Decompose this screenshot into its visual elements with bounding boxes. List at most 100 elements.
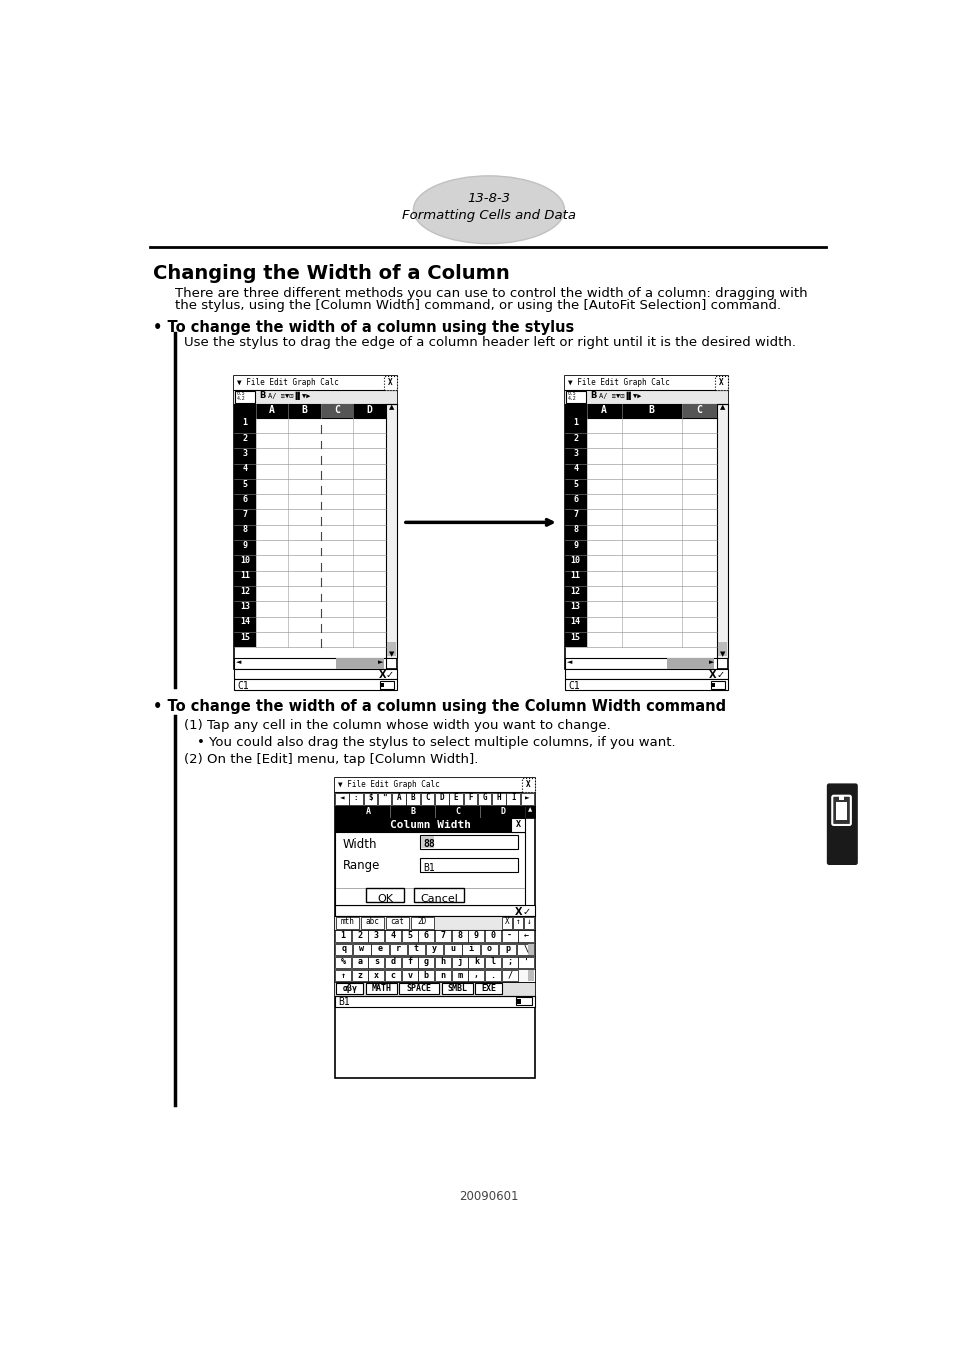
- Text: 1: 1: [242, 418, 247, 428]
- Text: X: X: [708, 670, 716, 680]
- Bar: [715, 377, 727, 390]
- Bar: [525, 806, 534, 818]
- Text: C: C: [696, 405, 701, 414]
- Text: 13: 13: [570, 602, 580, 612]
- Bar: [401, 957, 417, 968]
- FancyBboxPatch shape: [826, 783, 857, 865]
- Bar: [368, 957, 384, 968]
- Bar: [363, 792, 376, 805]
- Text: 13-8-3: 13-8-3: [467, 193, 510, 205]
- Bar: [498, 944, 516, 954]
- Bar: [335, 778, 534, 792]
- Text: A/ ≡▼⊡▐▌▼▶: A/ ≡▼⊡▐▌▼▶: [268, 392, 311, 400]
- Bar: [379, 680, 394, 688]
- Bar: [335, 832, 525, 905]
- Bar: [452, 930, 467, 942]
- Bar: [492, 792, 505, 805]
- Text: 0: 0: [490, 931, 495, 940]
- Text: 14: 14: [570, 617, 580, 626]
- Text: ': ': [523, 957, 528, 967]
- Bar: [516, 998, 531, 1006]
- Bar: [335, 996, 534, 1007]
- Bar: [335, 944, 352, 954]
- Text: 12: 12: [570, 587, 580, 595]
- Bar: [407, 944, 425, 954]
- Text: u: u: [450, 944, 455, 953]
- Bar: [680, 404, 716, 417]
- Text: 0.5
4.2: 0.5 4.2: [236, 392, 246, 401]
- Text: 15: 15: [239, 633, 250, 641]
- Text: 10: 10: [239, 556, 250, 566]
- Bar: [564, 668, 727, 679]
- Bar: [389, 944, 407, 954]
- Ellipse shape: [413, 176, 564, 243]
- Bar: [717, 643, 726, 656]
- Text: ▲: ▲: [388, 405, 394, 410]
- Bar: [401, 969, 417, 981]
- Text: s: s: [374, 957, 378, 967]
- Text: ↑: ↑: [340, 971, 345, 980]
- Bar: [716, 404, 727, 657]
- Bar: [564, 417, 586, 647]
- Bar: [335, 930, 534, 942]
- Text: d: d: [390, 957, 395, 967]
- Bar: [449, 792, 462, 805]
- Text: ✓: ✓: [716, 670, 723, 680]
- Text: 2: 2: [573, 433, 578, 443]
- Text: 6: 6: [423, 931, 429, 940]
- Bar: [468, 957, 484, 968]
- Text: Range: Range: [342, 859, 379, 872]
- Text: Column Width: Column Width: [389, 819, 470, 830]
- Text: x: x: [374, 971, 378, 980]
- Text: 9: 9: [242, 541, 247, 549]
- Text: 5: 5: [407, 931, 412, 940]
- Bar: [385, 930, 400, 942]
- Bar: [335, 957, 351, 968]
- Bar: [410, 917, 434, 929]
- Text: k: k: [474, 957, 478, 967]
- Bar: [385, 957, 400, 968]
- Bar: [501, 930, 517, 942]
- Text: ▼: ▼: [388, 651, 394, 657]
- Text: C: C: [425, 794, 430, 802]
- Text: g: g: [423, 957, 429, 967]
- Bar: [365, 983, 396, 995]
- Bar: [385, 404, 396, 657]
- Text: 4: 4: [242, 464, 247, 474]
- Text: 2: 2: [356, 931, 362, 940]
- Bar: [475, 983, 501, 995]
- Text: 5: 5: [573, 479, 578, 489]
- Text: ▲: ▲: [719, 405, 724, 410]
- Text: 88: 88: [422, 838, 435, 849]
- Text: 3: 3: [573, 450, 578, 458]
- Bar: [426, 944, 443, 954]
- Text: X: X: [719, 378, 723, 386]
- Text: ▲: ▲: [527, 807, 532, 813]
- Text: ▼: ▼: [719, 651, 724, 657]
- Text: 1: 1: [340, 931, 345, 940]
- Bar: [398, 983, 439, 995]
- Text: Cancel: Cancel: [419, 894, 457, 904]
- Bar: [468, 969, 484, 981]
- Text: the stylus, using the [Column Width] command, or using the [AutoFit Selection] c: the stylus, using the [Column Width] com…: [174, 300, 781, 312]
- Text: (1) Tap any cell in the column whose width you want to change.: (1) Tap any cell in the column whose wid…: [184, 720, 611, 733]
- Text: .: .: [490, 971, 495, 980]
- Bar: [501, 969, 517, 981]
- Text: 9: 9: [573, 541, 578, 549]
- Bar: [335, 792, 534, 806]
- Bar: [414, 888, 464, 902]
- Bar: [444, 944, 461, 954]
- Text: w: w: [359, 944, 364, 953]
- Text: ←: ←: [523, 931, 528, 940]
- Bar: [233, 668, 396, 679]
- Bar: [384, 377, 396, 390]
- Bar: [392, 792, 405, 805]
- Bar: [564, 679, 727, 690]
- Text: 7: 7: [573, 510, 578, 520]
- Text: 2D: 2D: [417, 918, 426, 926]
- Text: X: X: [378, 670, 385, 680]
- Bar: [385, 969, 400, 981]
- Text: t: t: [414, 944, 418, 953]
- Bar: [371, 944, 389, 954]
- Bar: [517, 944, 534, 954]
